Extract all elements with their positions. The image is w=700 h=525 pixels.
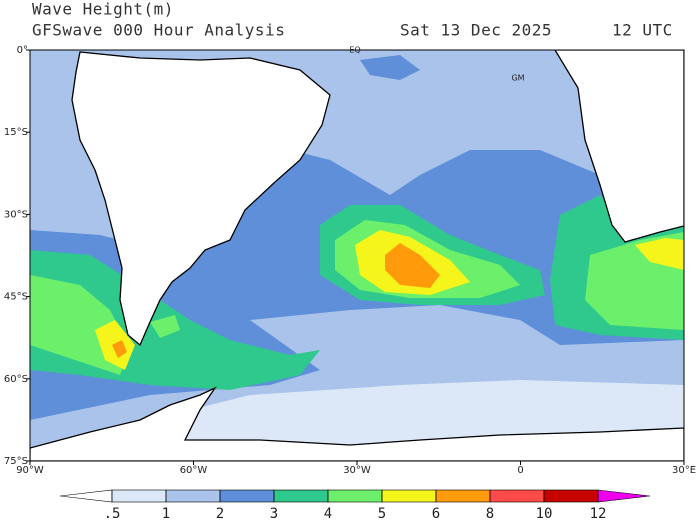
south-america	[71, 51, 331, 347]
swell	[385, 243, 440, 288]
lon-label: 0	[517, 465, 523, 476]
colorbar-box	[327, 489, 383, 503]
colorbar-box	[435, 489, 491, 503]
lat-label: 15°S	[4, 127, 28, 138]
title: Wave Height(m)	[32, 0, 174, 19]
lon-label: 30°W	[343, 465, 371, 476]
colorbar-label: 5	[378, 506, 386, 522]
colorbar-high	[597, 489, 651, 503]
lat-label: 45°S	[4, 292, 28, 303]
time: 12 UTC	[612, 21, 673, 40]
colorbar-label: 8	[486, 506, 494, 522]
colorbar-box	[273, 489, 329, 503]
colorbar-box	[543, 489, 599, 503]
colorbar-label: 4	[324, 506, 332, 522]
swell	[112, 340, 127, 358]
equator-label: EQ	[349, 46, 360, 55]
lon-label: 30°E	[672, 465, 696, 476]
date: Sat 13 Dec 2025	[400, 21, 552, 40]
colorbar-low	[59, 489, 113, 503]
colorbar-label: 2	[216, 506, 224, 522]
colorbar-label: 3	[270, 506, 278, 522]
colorbar-box	[111, 489, 167, 503]
lat-label: 30°S	[4, 209, 28, 220]
map: EQ GM	[29, 46, 685, 462]
lat-label: 75°S	[4, 456, 28, 467]
greenwich-label: GM	[511, 74, 524, 83]
colorbar-box	[381, 489, 437, 503]
swell	[635, 238, 684, 270]
colorbar-label: 6	[432, 506, 440, 522]
lon-label: 60°W	[180, 465, 208, 476]
antarctica	[30, 386, 684, 461]
colorbar-box	[219, 489, 275, 503]
lon-label: 90°W	[16, 465, 44, 476]
colorbar-label: 10	[536, 506, 553, 522]
colorbar-label: .5	[104, 506, 121, 522]
lat-label: 0°	[17, 45, 28, 56]
colorbar-box	[489, 489, 545, 503]
subtitle: GFSwave 000 Hour Analysis	[32, 21, 285, 40]
swell	[150, 315, 180, 338]
ocean-band	[360, 55, 420, 80]
africa	[554, 50, 684, 243]
colorbar-label: 1	[162, 506, 170, 522]
colorbar-label: 12	[590, 506, 607, 522]
colorbar-box	[165, 489, 221, 503]
lat-label: 60°S	[4, 374, 28, 385]
